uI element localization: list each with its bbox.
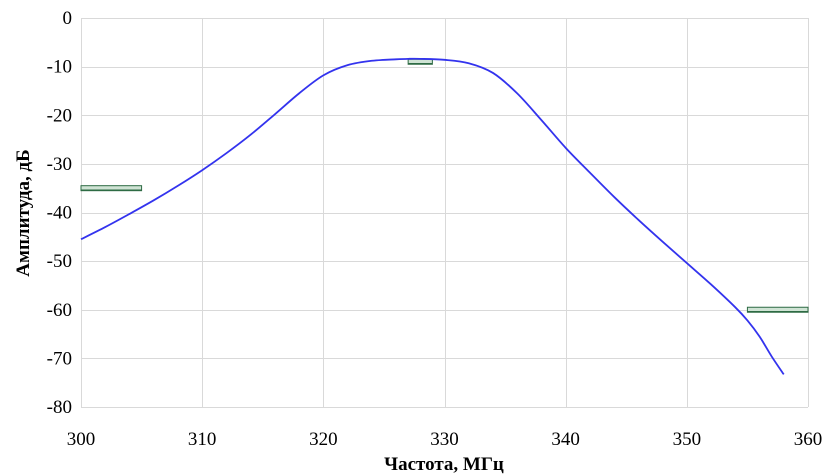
y-tick-label: -20: [47, 105, 72, 126]
x-tick-label: 360: [794, 429, 823, 450]
series-line: [80, 57, 785, 375]
x-tick-label: 330: [430, 429, 459, 450]
x-tick-label: 300: [67, 429, 96, 450]
y-tick-labels: 0 -10 -20 -30 -40 -50 -60 -70 -80: [47, 8, 72, 418]
x-axis-title: Частота, МГц: [384, 454, 504, 474]
spec-markers: [80, 58, 809, 313]
y-tick-label: -10: [47, 57, 72, 78]
x-tick-label: 340: [551, 429, 580, 450]
y-tick-label: -40: [47, 203, 72, 224]
series-lines: [80, 57, 785, 375]
x-tick-label: 350: [673, 429, 702, 450]
y-tick-label: -80: [47, 397, 72, 418]
y-tick-label: 0: [63, 8, 73, 29]
y-tick-label: -60: [47, 300, 72, 321]
x-tick-label: 310: [188, 429, 217, 450]
y-tick-label: -70: [47, 348, 72, 369]
y-tick-label: -50: [47, 251, 72, 272]
x-tick-label: 320: [309, 429, 338, 450]
y-axis-title: Амплитуда, дБ: [13, 149, 34, 276]
grid: [81, 18, 809, 408]
x-tick-labels: 300 310 320 330 340 350 360: [67, 429, 823, 450]
y-tick-label: -30: [47, 154, 72, 175]
